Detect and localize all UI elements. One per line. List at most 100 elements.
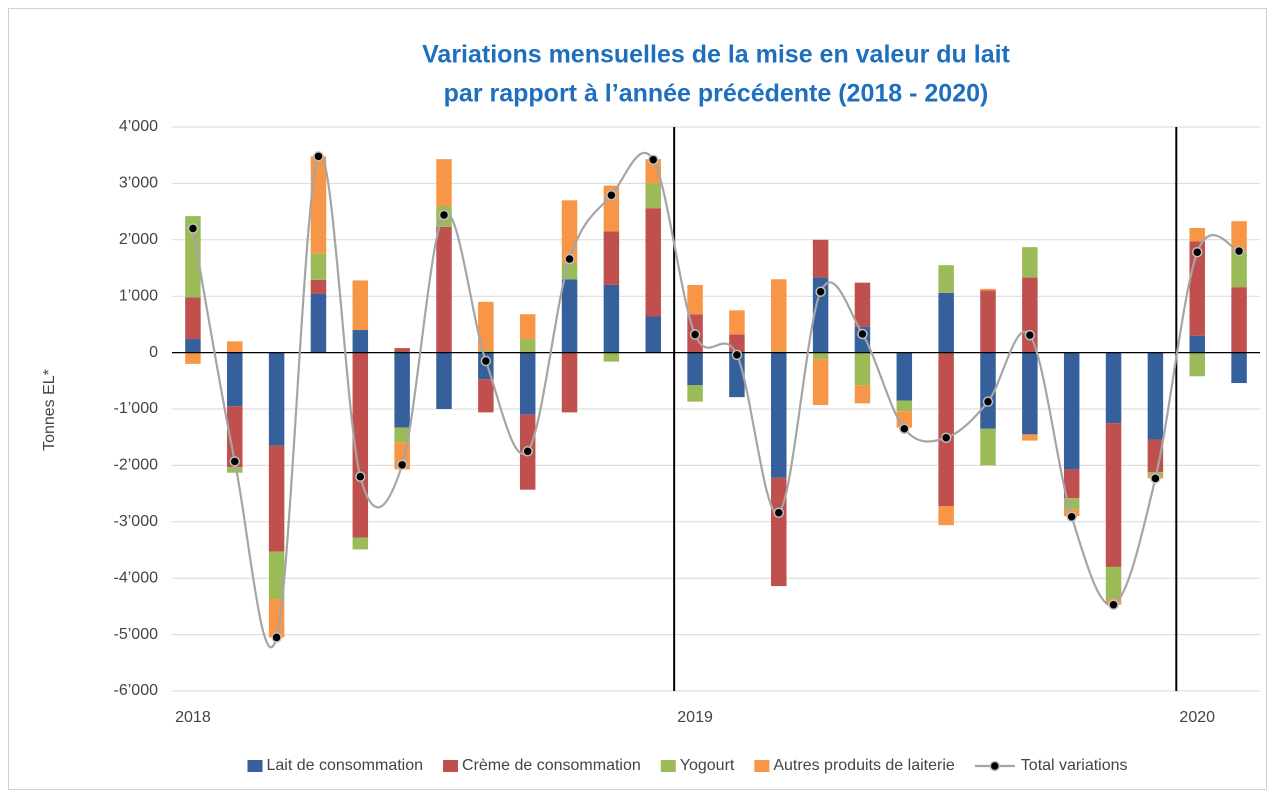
bar-segment <box>561 279 578 353</box>
legend-swatch <box>660 760 676 772</box>
total-marker <box>355 471 366 482</box>
bar-segment <box>1105 566 1122 600</box>
bar-segment <box>185 216 201 298</box>
bar-segment <box>854 282 871 327</box>
bar-segment <box>227 352 243 407</box>
total-marker <box>773 507 785 519</box>
bar-segment <box>980 428 996 466</box>
bar-segment <box>771 352 787 478</box>
y-tick-label: -1’000 <box>114 400 159 417</box>
legend-marker <box>989 760 1001 772</box>
bar-segment <box>1063 352 1080 470</box>
total-marker <box>689 329 701 340</box>
bar-segment <box>310 279 327 294</box>
bar-segment <box>645 183 661 209</box>
y-tick-label: 2’000 <box>119 231 158 248</box>
bar-segment <box>1022 352 1038 435</box>
bar-segment <box>980 290 996 353</box>
total-marker <box>480 355 492 367</box>
x-tick-label: 2018 <box>175 709 211 726</box>
total-marker <box>1066 511 1077 522</box>
total-marker <box>815 286 826 297</box>
y-tick-label: -4’000 <box>114 569 159 586</box>
bar-segment <box>478 301 494 351</box>
bar-segment <box>980 288 996 291</box>
y-axis-label: Tonnes EL* <box>41 369 58 451</box>
bar-segment <box>185 297 201 340</box>
total-marker <box>1024 329 1036 341</box>
bar-segment <box>436 159 452 206</box>
total-marker <box>187 223 199 234</box>
bar-segment <box>561 352 578 413</box>
bar-segment <box>519 339 536 353</box>
y-tick-label: -2’000 <box>114 457 159 474</box>
bar-segment <box>394 352 410 428</box>
bar-segment <box>938 292 954 353</box>
total-marker <box>647 154 659 165</box>
total-marker <box>271 632 282 643</box>
bar-segment <box>1022 434 1038 441</box>
bar-segment <box>645 316 661 353</box>
bar-segment <box>394 348 410 353</box>
total-marker <box>564 253 575 265</box>
bar-segment <box>645 208 661 317</box>
total-marker <box>606 189 617 201</box>
y-tick-label: -5’000 <box>114 626 159 643</box>
bar-segment <box>352 330 369 353</box>
total-marker <box>731 349 743 361</box>
bar-segment <box>310 253 327 280</box>
total-marker <box>313 151 324 162</box>
chart-title: par rapport à l’année précédente (2018 -… <box>444 80 989 108</box>
bar-segment <box>1063 469 1080 499</box>
bar-segment <box>227 341 243 353</box>
y-tick-label: -6’000 <box>114 682 159 699</box>
bar-segment <box>812 239 829 278</box>
total-marker <box>1150 473 1161 484</box>
bar-segment <box>1231 352 1247 384</box>
legend-label: Yogourt <box>680 757 735 774</box>
y-tick-label: 3’000 <box>119 175 158 192</box>
bar-segment <box>268 445 285 552</box>
bar-segment <box>185 339 201 353</box>
bar-segment <box>1063 498 1080 510</box>
bar-segment <box>687 385 703 402</box>
chart-frame <box>8 8 1267 790</box>
bar-segment <box>1231 251 1247 288</box>
bar-segment <box>1231 221 1247 252</box>
bar-segment <box>603 352 620 362</box>
total-marker <box>438 209 450 221</box>
bar-segment <box>1022 247 1038 278</box>
x-tick-label: 2019 <box>677 709 713 726</box>
bar-segment <box>519 314 536 340</box>
total-marker <box>229 456 241 467</box>
bar-segment <box>771 477 787 587</box>
legend-label: Total variations <box>1021 757 1128 774</box>
bar-segment <box>771 279 787 352</box>
bar-segment <box>812 359 829 406</box>
bar-segment <box>478 379 494 413</box>
bar-segment <box>938 352 954 507</box>
bar-segment <box>854 352 871 386</box>
bar-segment <box>812 352 829 360</box>
bar-segment <box>1231 287 1247 353</box>
bar-segment <box>268 551 285 600</box>
bar-segment <box>352 280 369 331</box>
bar-segment <box>896 400 913 412</box>
bar-segment <box>227 467 243 473</box>
y-tick-label: 1’000 <box>119 287 158 304</box>
bar-segment <box>519 352 536 415</box>
bar-segment <box>185 352 201 364</box>
bar-segment <box>729 310 745 335</box>
legend-swatch <box>754 760 770 772</box>
bar-segment <box>645 159 661 184</box>
bar-segment <box>603 284 620 353</box>
bar-segment <box>394 427 410 443</box>
y-tick-label: -3’000 <box>114 513 159 530</box>
bar-segment <box>1105 352 1122 424</box>
bar-segment <box>1189 227 1205 242</box>
bar-segment <box>268 352 285 446</box>
bar-segment <box>896 352 913 401</box>
bar-segment <box>687 352 703 386</box>
bar-segment <box>227 406 243 468</box>
legend-label: Crème de consommation <box>462 757 641 774</box>
